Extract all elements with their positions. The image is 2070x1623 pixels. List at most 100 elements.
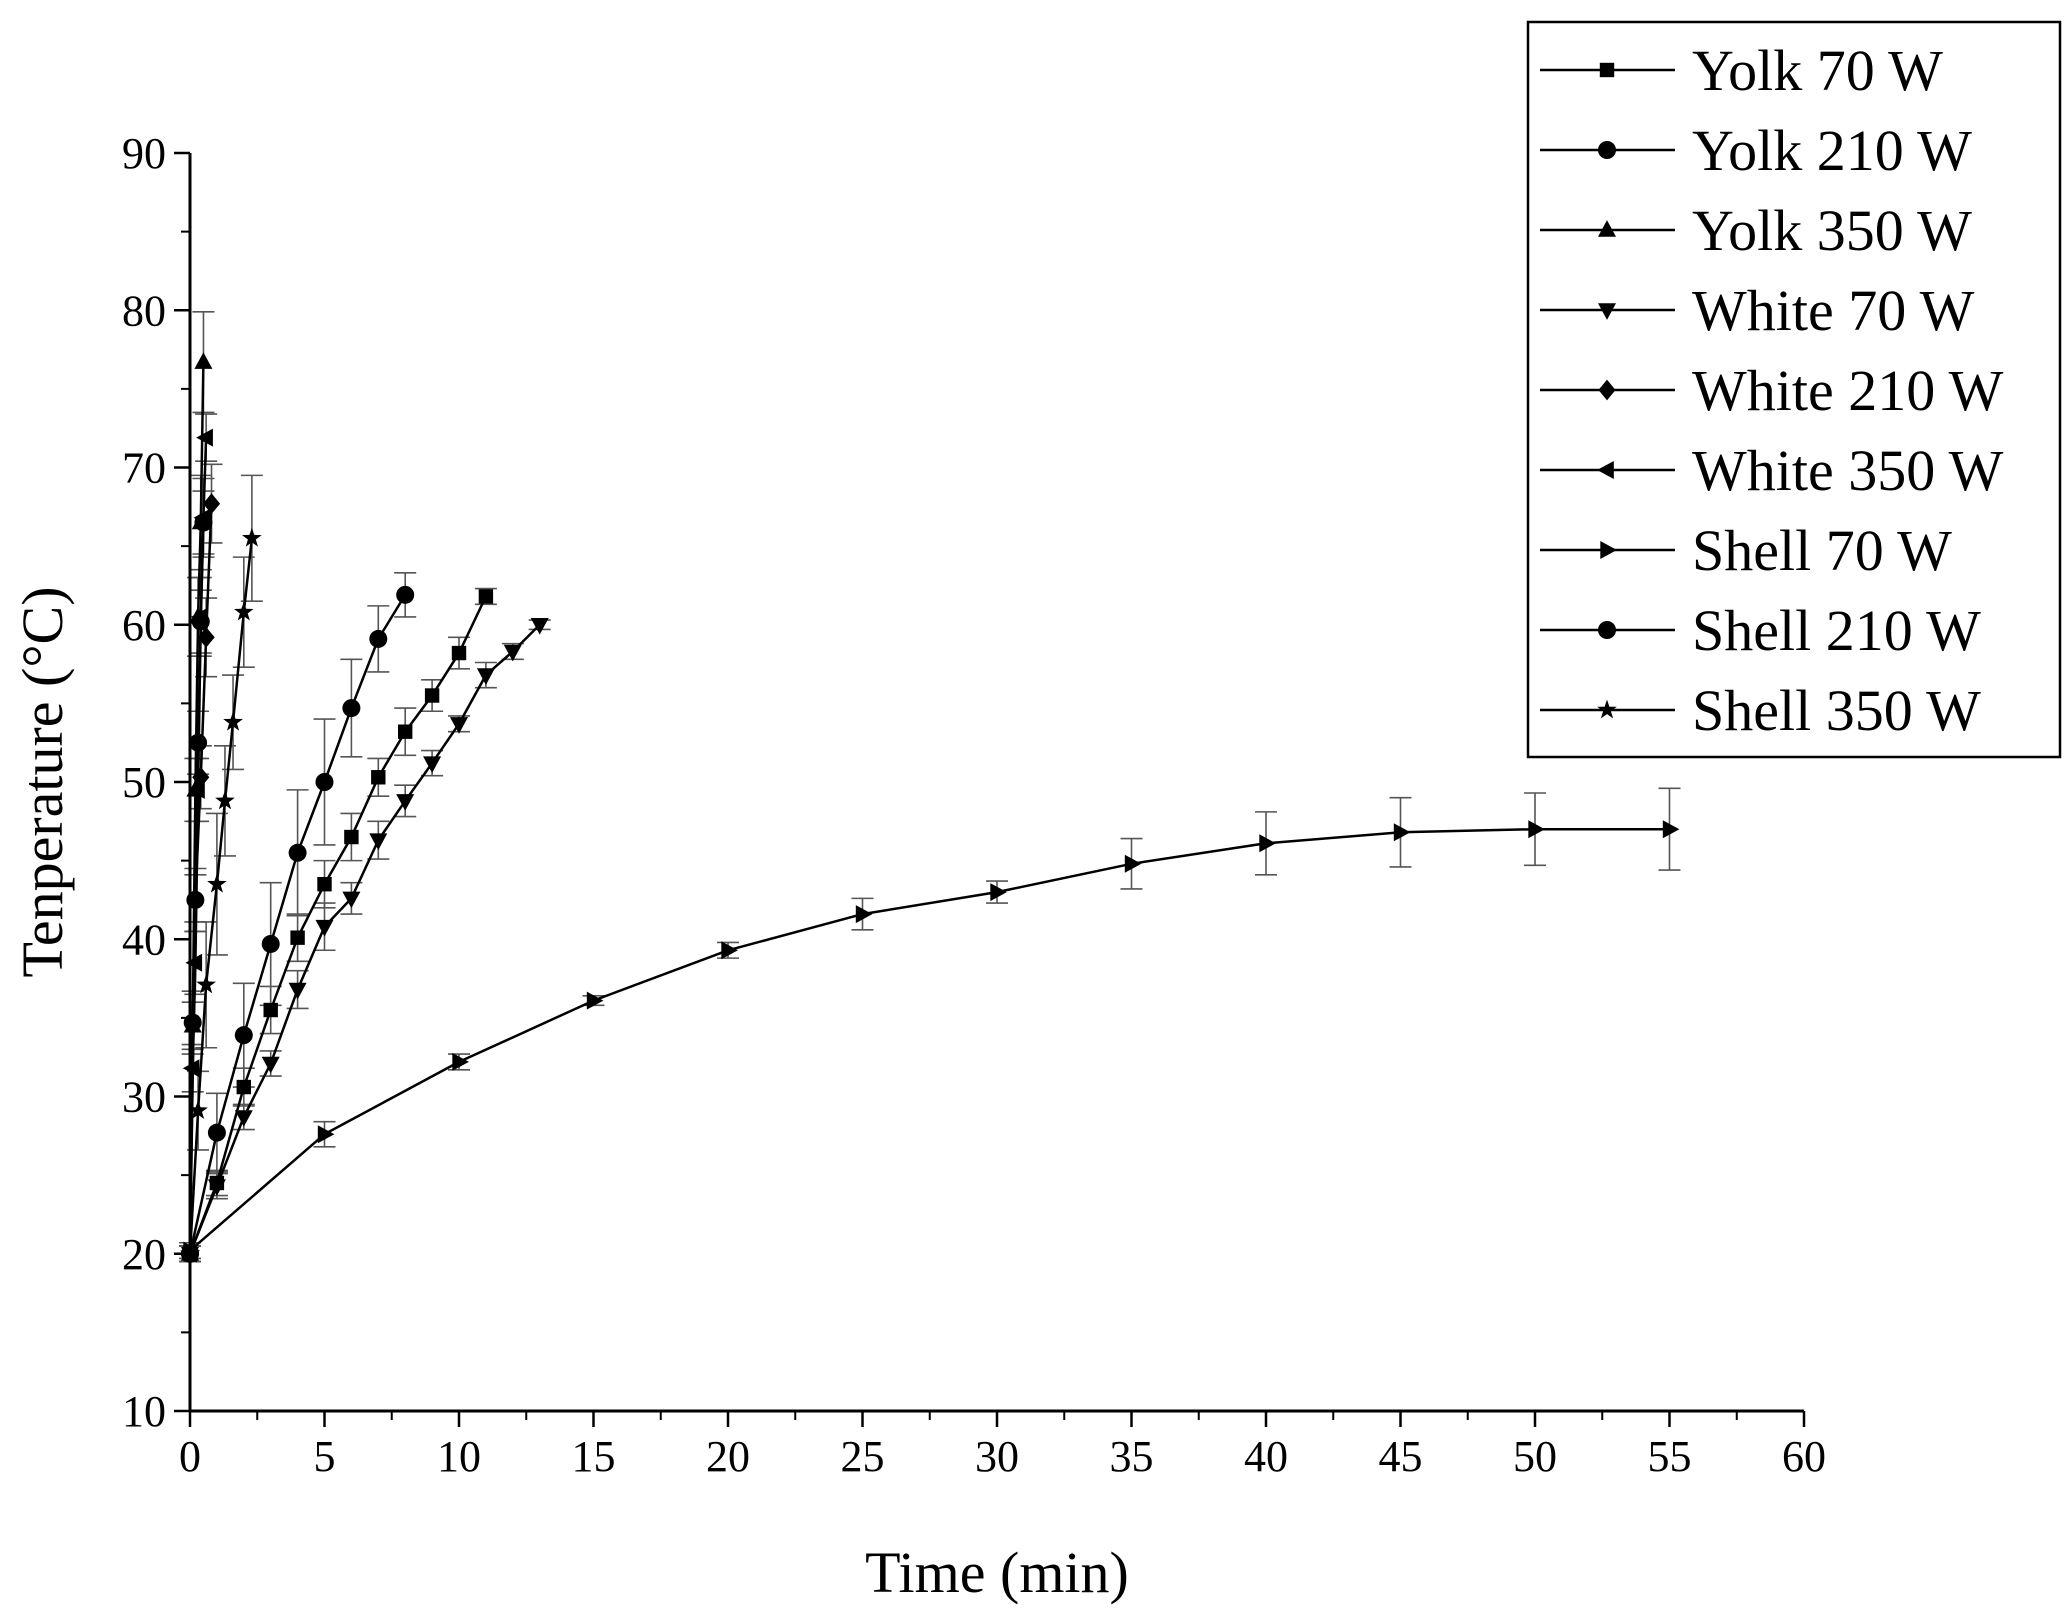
- data-point-shell-350-w: [196, 974, 216, 994]
- data-point-yolk-70-w: [424, 688, 440, 703]
- data-point-yolk-210-w: [315, 773, 334, 791]
- x-tick-label: 50: [1513, 1432, 1557, 1481]
- data-point-white-70-w: [450, 717, 468, 734]
- data-point-white-70-w: [423, 756, 442, 773]
- x-tick-label: 25: [841, 1432, 885, 1481]
- series-line-white-70-w: [188, 623, 541, 1255]
- legend-label-white-70-w: White 70 W: [1692, 278, 1975, 343]
- data-point-shell-350-w: [223, 711, 243, 731]
- data-point-yolk-70-w: [236, 1079, 251, 1095]
- data-point-yolk-210-w: [396, 585, 415, 604]
- data-point-shell-70-w: [1662, 820, 1680, 839]
- y-axis-ticks: 10 20 30 40 50 60 70 80 90: [122, 129, 190, 1436]
- series-line-shell-210-w: [188, 522, 205, 1254]
- data-point-shell-210-w: [191, 612, 210, 631]
- legend-label-shell-350-w: Shell 350 W: [1692, 678, 1981, 743]
- legend-label-yolk-70-w: Yolk 70 W: [1692, 38, 1943, 103]
- data-point-shell-350-w: [188, 1100, 208, 1119]
- series-line-yolk-70-w: [188, 595, 488, 1255]
- data-point-white-70-w: [234, 1110, 253, 1127]
- data-point-white-70-w: [503, 644, 522, 662]
- y-tick-label: 60: [122, 601, 166, 650]
- data-point-yolk-70-w: [290, 930, 305, 945]
- data-point-shell-70-w: [1528, 820, 1545, 839]
- legend-label-white-350-w: White 350 W: [1692, 438, 2004, 503]
- x-tick-label: 35: [1110, 1432, 1154, 1481]
- data-point-shell-350-w: [234, 601, 254, 621]
- data-point-white-210-w: [203, 493, 221, 514]
- data-point-shell-70-w: [452, 1052, 469, 1071]
- data-point-shell-350-w: [215, 790, 235, 810]
- x-tick-label: 60: [1782, 1432, 1826, 1481]
- x-tick-label: 40: [1244, 1432, 1288, 1481]
- x-axis-title: Time (min): [865, 1540, 1129, 1605]
- data-point-shell-70-w: [586, 991, 604, 1010]
- data-point-white-70-w: [476, 668, 495, 685]
- data-point-yolk-70-w: [371, 770, 386, 785]
- data-point-yolk-70-w: [263, 1002, 278, 1018]
- data-point-shell-210-w: [183, 1013, 202, 1032]
- legend-marker-yolk-350-w: [1598, 220, 1616, 237]
- data-point-white-70-w: [288, 982, 307, 1000]
- x-tick-label: 30: [975, 1432, 1019, 1481]
- data-point-white-70-w: [261, 1056, 280, 1074]
- data-point-shell-210-w: [194, 513, 213, 532]
- y-tick-label: 20: [122, 1230, 166, 1279]
- data-point-yolk-70-w: [478, 589, 494, 604]
- data-point-yolk-70-w: [344, 829, 359, 845]
- data-point-white-70-w: [342, 891, 361, 909]
- y-tick-label: 30: [122, 1073, 166, 1122]
- legend-marker-white-70-w: [1598, 303, 1616, 320]
- data-point-yolk-350-w: [194, 352, 213, 369]
- data-point-yolk-70-w: [317, 877, 332, 892]
- legend-marker-white-350-w: [1597, 461, 1614, 479]
- series-line-shell-350-w: [188, 538, 254, 1254]
- data-point-shell-70-w: [1124, 854, 1142, 873]
- data-point-white-350-w: [196, 428, 213, 447]
- x-tick-label: 15: [572, 1432, 616, 1481]
- x-tick-label: 20: [706, 1432, 750, 1481]
- data-point-yolk-210-w: [207, 1123, 226, 1142]
- data-point-yolk-210-w: [369, 629, 388, 648]
- y-tick-label: 10: [122, 1387, 166, 1436]
- y-tick-label: 50: [122, 758, 166, 807]
- data-point-yolk-210-w: [234, 1026, 253, 1045]
- x-tick-label: 5: [314, 1432, 336, 1481]
- data-point-white-70-w: [315, 919, 334, 937]
- data-point-shell-70-w: [721, 941, 738, 960]
- legend-marker-yolk-210-w: [1598, 141, 1616, 159]
- x-axis-ticks: 0 5 10 15 20 25 30 35 40 45 50 55 60: [179, 1411, 1826, 1481]
- data-point-white-210-w: [192, 766, 210, 788]
- x-tick-label: 10: [437, 1432, 481, 1481]
- data-point-white-70-w: [207, 1179, 226, 1196]
- data-point-yolk-210-w: [288, 843, 307, 862]
- y-tick-label: 90: [122, 129, 166, 178]
- error-bars: [179, 311, 1681, 1263]
- x-tick-label: 45: [1379, 1432, 1423, 1481]
- y-tick-label: 80: [122, 286, 166, 335]
- legend-label-shell-70-w: Shell 70 W: [1692, 518, 1952, 583]
- series-line-shell-70-w: [189, 827, 1670, 1252]
- series-lines: [188, 362, 1670, 1255]
- series-markers: [180, 352, 1680, 1265]
- legend-label-shell-210-w: Shell 210 W: [1692, 598, 1981, 663]
- legend: Yolk 70 W Yolk 210 W Yolk 350 W White 70 W W…: [1526, 20, 2062, 759]
- data-point-white-70-w: [369, 833, 388, 851]
- legend-marker-shell-350-w: [1597, 699, 1617, 719]
- legend-label-yolk-350-w: Yolk 350 W: [1692, 198, 1972, 263]
- data-point-yolk-70-w: [398, 724, 413, 739]
- data-point-white-350-w: [185, 953, 203, 972]
- data-point-white-350-w: [188, 780, 205, 799]
- data-point-white-70-w: [530, 618, 549, 635]
- x-tick-label: 0: [179, 1432, 201, 1481]
- data-point-yolk-210-w: [261, 934, 280, 953]
- data-point-shell-210-w: [189, 733, 208, 752]
- data-point-shell-70-w: [1393, 823, 1411, 842]
- legend-marker-shell-70-w: [1600, 541, 1617, 559]
- data-point-shell-70-w: [990, 883, 1007, 902]
- y-tick-label: 40: [122, 915, 166, 964]
- data-point-yolk-210-w: [342, 699, 361, 718]
- data-point-white-70-w: [396, 794, 415, 811]
- data-point-shell-350-w: [207, 873, 227, 893]
